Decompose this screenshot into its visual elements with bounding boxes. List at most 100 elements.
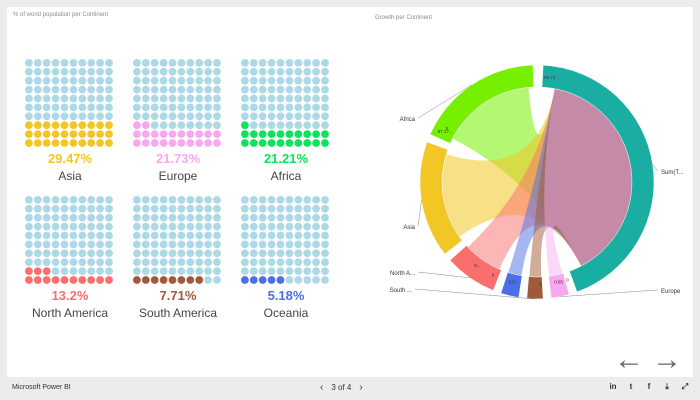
waffle-cell-filled [168, 130, 177, 138]
waffle-cell-empty [177, 112, 186, 121]
waffle-europe[interactable] [133, 59, 221, 147]
waffle-cell-filled [213, 130, 221, 138]
waffle-cell-empty [321, 76, 329, 85]
waffle-cell-empty [312, 213, 320, 222]
waffle-cell-empty [312, 240, 320, 249]
waffle-cell-empty [285, 231, 294, 240]
waffle-cell-empty [312, 94, 320, 103]
waffle-cell-empty [69, 249, 78, 258]
twitter-icon[interactable]: t [629, 382, 633, 391]
waffle-cell-empty [96, 222, 104, 231]
next-page-icon[interactable]: › [359, 382, 363, 393]
waffle-cell-empty [195, 121, 204, 130]
waffle-cell-empty [42, 240, 51, 249]
waffle-cell-empty [96, 258, 104, 267]
waffle-cell-empty [150, 204, 159, 213]
waffle-cell-empty [25, 103, 33, 112]
waffle-cell-empty [105, 249, 113, 258]
chord-arc-sum-t-[interactable] [541, 64, 655, 293]
waffle-cell-empty [168, 213, 177, 222]
chord-ribbon[interactable] [544, 88, 632, 277]
waffle-cell-empty [258, 196, 267, 204]
waffle-cell-filled [96, 276, 104, 284]
waffle-cell-empty [159, 240, 168, 249]
waffle-cell-empty [33, 213, 42, 222]
waffle-cell-empty [303, 213, 312, 222]
chord-arc-south-[interactable] [526, 276, 544, 300]
waffle-cell-filled [276, 276, 285, 284]
waffle-cell-empty [276, 267, 285, 275]
waffle-cell-empty [204, 67, 213, 76]
fullscreen-icon[interactable]: ⤢ [681, 382, 689, 391]
waffle-cell-empty [168, 94, 177, 103]
waffle-cell-empty [258, 67, 267, 76]
waffle-cell-empty [51, 267, 60, 275]
waffle-cell-empty [42, 213, 51, 222]
chord-arc-north-a-[interactable] [449, 245, 502, 291]
waffle-africa[interactable] [241, 59, 329, 147]
waffle-cell-empty [177, 213, 186, 222]
waffle-cell-filled [51, 121, 60, 130]
chord-arc-oceania[interactable] [500, 272, 523, 298]
chord-chart[interactable]: Sum(T... Europe South ... North A... Asia Afr… [367, 37, 697, 327]
waffle-cell-filled [150, 130, 159, 138]
waffle-north-america[interactable] [25, 196, 113, 284]
waffle-asia[interactable] [25, 59, 113, 147]
prev-arrow-icon[interactable]: ← [614, 343, 644, 376]
waffle-cell-empty [267, 249, 276, 258]
waffle-oceania[interactable] [241, 196, 329, 284]
waffle-cell-filled [312, 130, 320, 138]
waffle-cell-empty [195, 85, 204, 94]
chord-arc-africa[interactable] [429, 64, 534, 144]
waffle-cell-empty [177, 67, 186, 76]
waffle-cell-empty [133, 204, 141, 213]
brand-link[interactable]: Microsoft Power BI [12, 384, 71, 391]
waffle-cell-filled [133, 121, 141, 130]
waffle-cell-empty [159, 112, 168, 121]
chord-arc-value-label: 87.17... [438, 129, 453, 134]
waffle-cell-empty [213, 204, 221, 213]
prev-page-icon[interactable]: ‹ [320, 382, 324, 393]
waffle-cell-empty [105, 112, 113, 121]
facebook-icon[interactable]: f [647, 382, 651, 391]
next-arrow-icon[interactable]: → [652, 343, 682, 376]
waffle-cell-empty [168, 67, 177, 76]
waffle-cell-empty [177, 103, 186, 112]
waffle-cell-filled [25, 276, 33, 284]
waffle-cell-empty [249, 222, 258, 231]
chord-group-label: Africa [400, 117, 416, 123]
waffle-cell-empty [168, 204, 177, 213]
chord-ribbon[interactable] [529, 88, 632, 278]
waffle-cell-filled [150, 276, 159, 284]
waffle-cell-empty [321, 112, 329, 121]
waffle-cell-filled [87, 276, 96, 284]
waffle-cell-empty [69, 85, 78, 94]
linkedin-icon[interactable]: in [609, 382, 617, 391]
waffle-cell-filled [69, 130, 78, 138]
waffle-cell-empty [276, 76, 285, 85]
waffle-cell-empty [303, 103, 312, 112]
waffle-cell-empty [25, 112, 33, 121]
waffle-cell-empty [312, 267, 320, 275]
waffle-continent-label: Oceania [263, 306, 309, 320]
waffle-cell-empty [96, 213, 104, 222]
waffle-cell-empty [150, 249, 159, 258]
waffle-cell-empty [204, 112, 213, 121]
waffle-cell-empty [276, 103, 285, 112]
waffle-cell-empty [303, 76, 312, 85]
waffle-cell-filled [60, 121, 69, 130]
waffle-cell-empty [177, 222, 186, 231]
waffle-cell-empty [60, 196, 69, 204]
waffle-cell-empty [159, 249, 168, 258]
waffle-cell-empty [294, 112, 303, 121]
chord-arc-europe[interactable] [548, 273, 570, 299]
download-icon[interactable]: ⤓ [665, 382, 669, 391]
waffle-cell-filled [133, 130, 141, 138]
waffle-cell-empty [159, 59, 168, 67]
waffle-cell-empty [312, 59, 320, 67]
waffle-south-america[interactable] [133, 196, 221, 284]
waffle-cell-empty [51, 258, 60, 267]
chord-arc-asia[interactable] [419, 141, 463, 255]
waffle-cell-empty [276, 213, 285, 222]
waffle-cell-empty [51, 94, 60, 103]
